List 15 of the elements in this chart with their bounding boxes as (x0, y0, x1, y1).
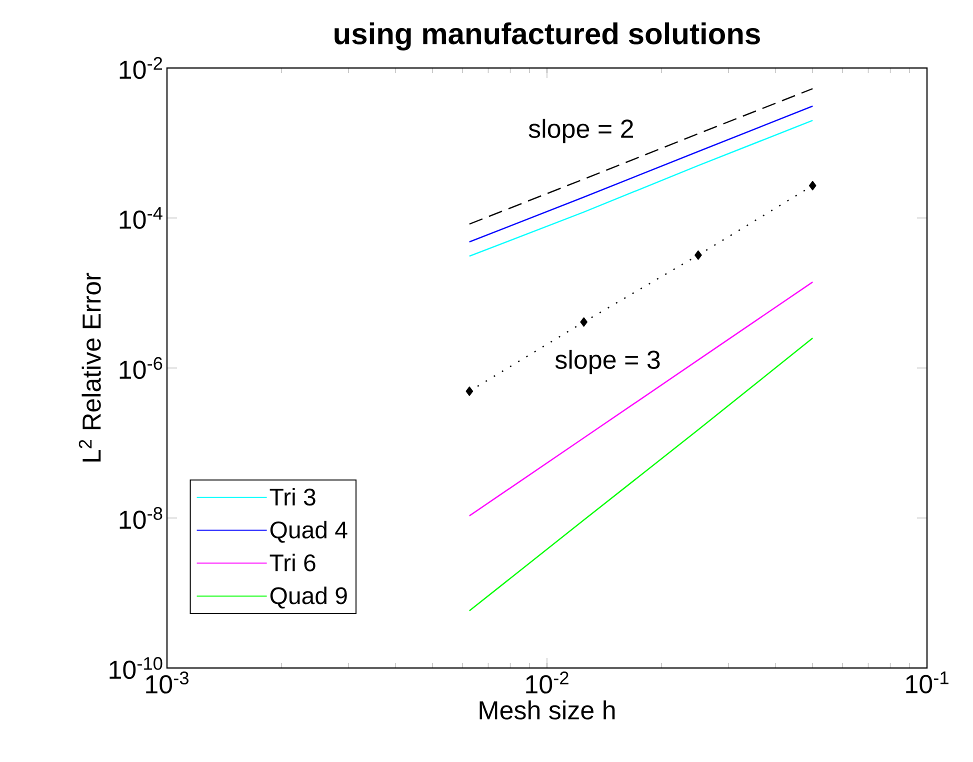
annotation: slope = 3 (555, 350, 660, 374)
y-axis-title: L$^{2}$ Relative Error (78, 272, 101, 462)
legend-label: Quad 4 (270, 520, 348, 543)
chart-title: using manufactured solutions (334, 22, 760, 50)
legend-label: Tri 3 (270, 488, 316, 506)
x-tick-label: 10$^{-1}$ (906, 672, 948, 694)
y-tick-label: 10$^{-8}$ (120, 507, 162, 529)
legend-label: Tri 6 (270, 554, 316, 572)
x-axis-title: Mesh size h (480, 700, 615, 720)
y-tick-label: 10$^{-6}$ (120, 357, 162, 379)
legend-label: Quad 9 (270, 586, 347, 609)
y-tick-label: 10$^{-4}$ (120, 207, 162, 229)
x-tick-label: 10$^{-2}$ (526, 672, 568, 694)
y-tick-label: 10$^{-2}$ (120, 57, 162, 79)
annotation: slope = 2 (528, 118, 633, 144)
